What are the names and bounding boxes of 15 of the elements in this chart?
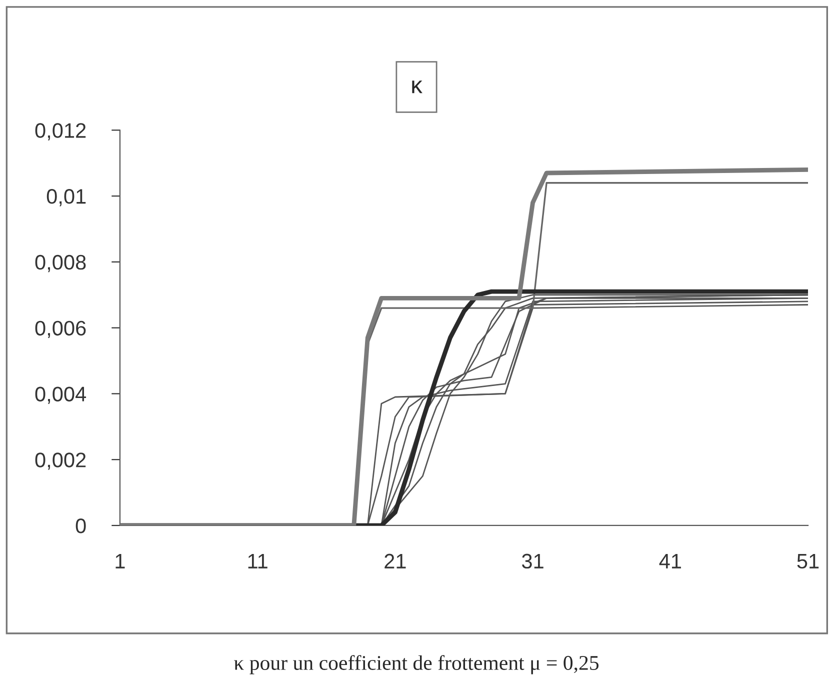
text: κ pour un coefficient de frottement μ = 0,25 [234, 655, 599, 674]
x-tick-label: 21 [384, 554, 406, 568]
chart-title: κ [412, 80, 422, 94]
x-tick-label: 1 [116, 554, 125, 568]
x-tick-label: 31 [522, 554, 544, 569]
x-tick-label: 41 [659, 554, 681, 568]
y-tick-label: 0,008 [35, 254, 86, 272]
x-tick-label: 51 [797, 554, 819, 569]
y-tick-label: 0,006 [35, 320, 86, 338]
y-tick-label: 0,01 [46, 189, 86, 206]
y-tick-label: 0,002 [35, 452, 86, 470]
y-tick-label: 0,012 [35, 123, 86, 140]
x-tick-label: 11 [248, 554, 268, 568]
y-tick-label: 0,004 [35, 386, 86, 404]
y-tick-label: 0 [76, 518, 86, 534]
